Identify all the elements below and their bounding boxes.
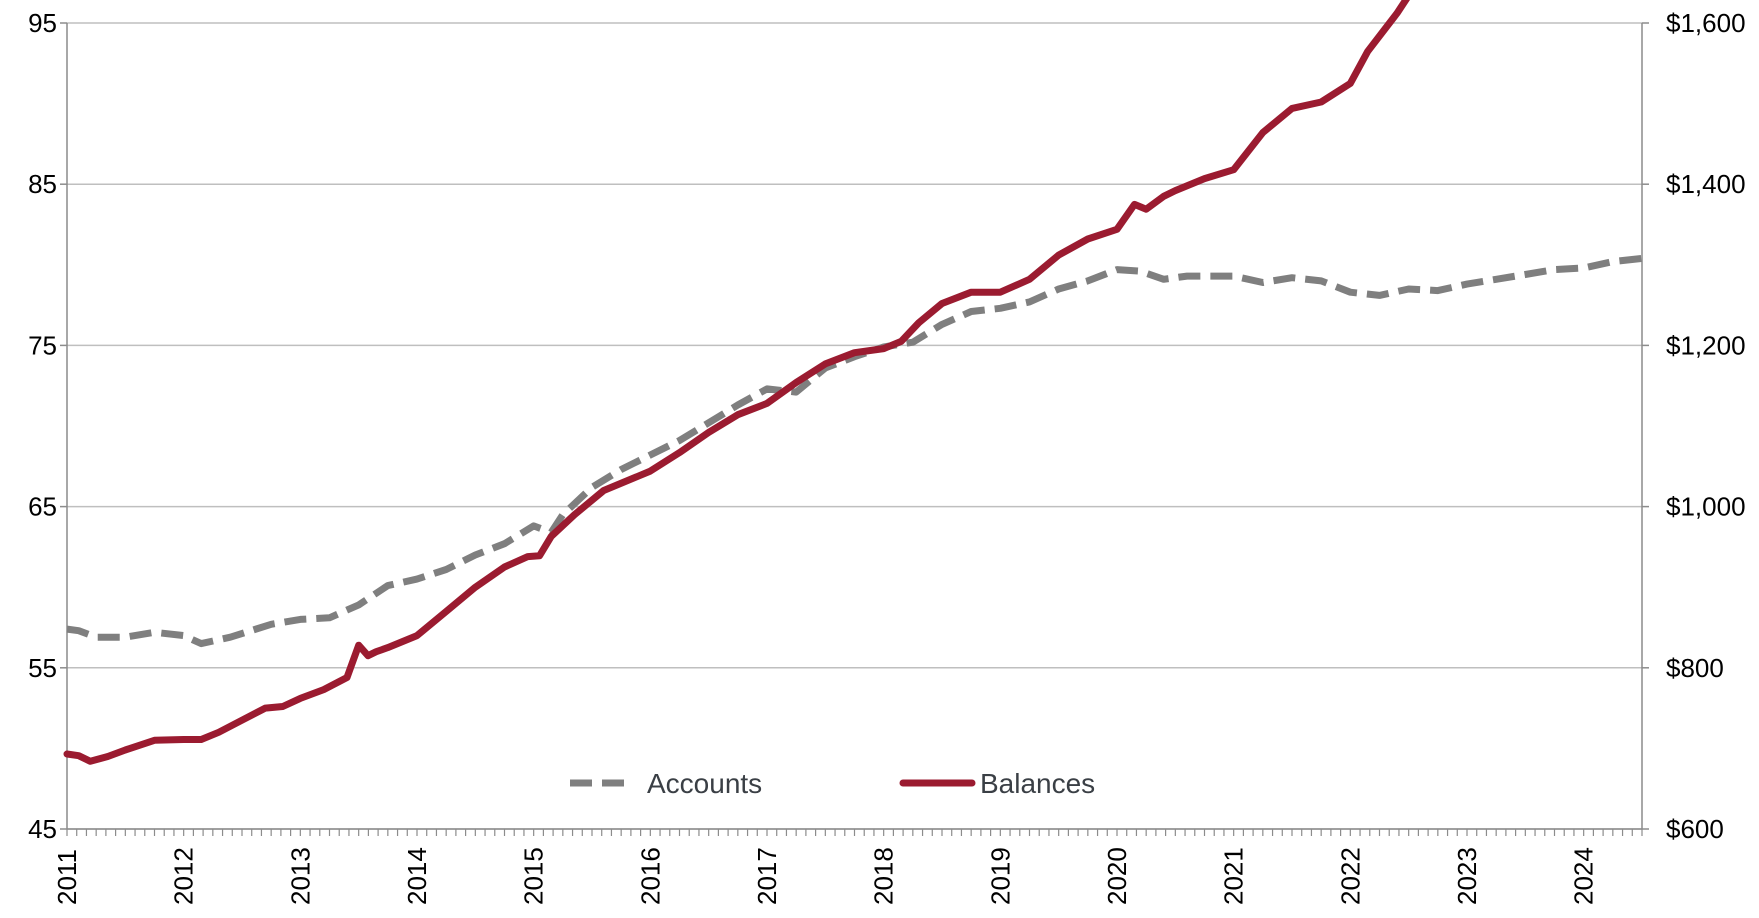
x-tick-label: 2021 (1219, 847, 1249, 905)
x-tick-label: 2024 (1569, 847, 1599, 905)
left-tick-label: 65 (28, 492, 57, 522)
legend-label: Accounts (647, 768, 762, 799)
series-line-accounts (67, 258, 1642, 643)
left-tick-label: 45 (28, 814, 57, 844)
x-tick-label: 2020 (1102, 847, 1132, 905)
x-axis-ticks: 2011 2012 2013 2014 2015 2016 2017 2018 2019 2020… (52, 829, 1642, 905)
x-tick-label: 2017 (752, 847, 782, 905)
right-tick-label: $1,200 (1666, 330, 1746, 360)
legend-item-balances: Balances (903, 768, 1095, 799)
left-tick-label: 95 (28, 8, 57, 38)
series-lines (67, 0, 1642, 761)
x-tick-label: 2023 (1452, 847, 1482, 905)
left-axis-ticks: 45 55 65 75 85 95 (28, 8, 67, 844)
right-axis-ticks: $600 $800 $1,000 $1,200 $1,400 $1,600 (1642, 8, 1746, 844)
legend-label: Balances (980, 768, 1095, 799)
x-tick-label: 2022 (1335, 847, 1365, 905)
x-tick-label: 2018 (869, 847, 899, 905)
legend-item-accounts: Accounts (570, 768, 762, 799)
left-tick-label: 85 (28, 169, 57, 199)
gridlines (67, 23, 1642, 829)
right-tick-label: $1,000 (1666, 492, 1746, 522)
x-tick-label: 2015 (519, 847, 549, 905)
x-tick-label: 2013 (285, 847, 315, 905)
right-tick-label: $800 (1666, 653, 1724, 683)
x-tick-label: 2012 (169, 847, 199, 905)
left-tick-label: 55 (28, 653, 57, 683)
x-tick-label: 2014 (402, 847, 432, 905)
right-tick-label: $1,400 (1666, 169, 1746, 199)
right-tick-label: $600 (1666, 814, 1724, 844)
axes (67, 23, 1642, 829)
left-tick-label: 75 (28, 330, 57, 360)
right-tick-label: $1,600 (1666, 8, 1746, 38)
series-line-balances (67, 0, 1642, 761)
x-tick-label: 2019 (985, 847, 1015, 905)
x-tick-label: 2011 (52, 849, 82, 905)
legend: Accounts Balances (570, 768, 1095, 799)
x-tick-label: 2016 (635, 847, 665, 905)
